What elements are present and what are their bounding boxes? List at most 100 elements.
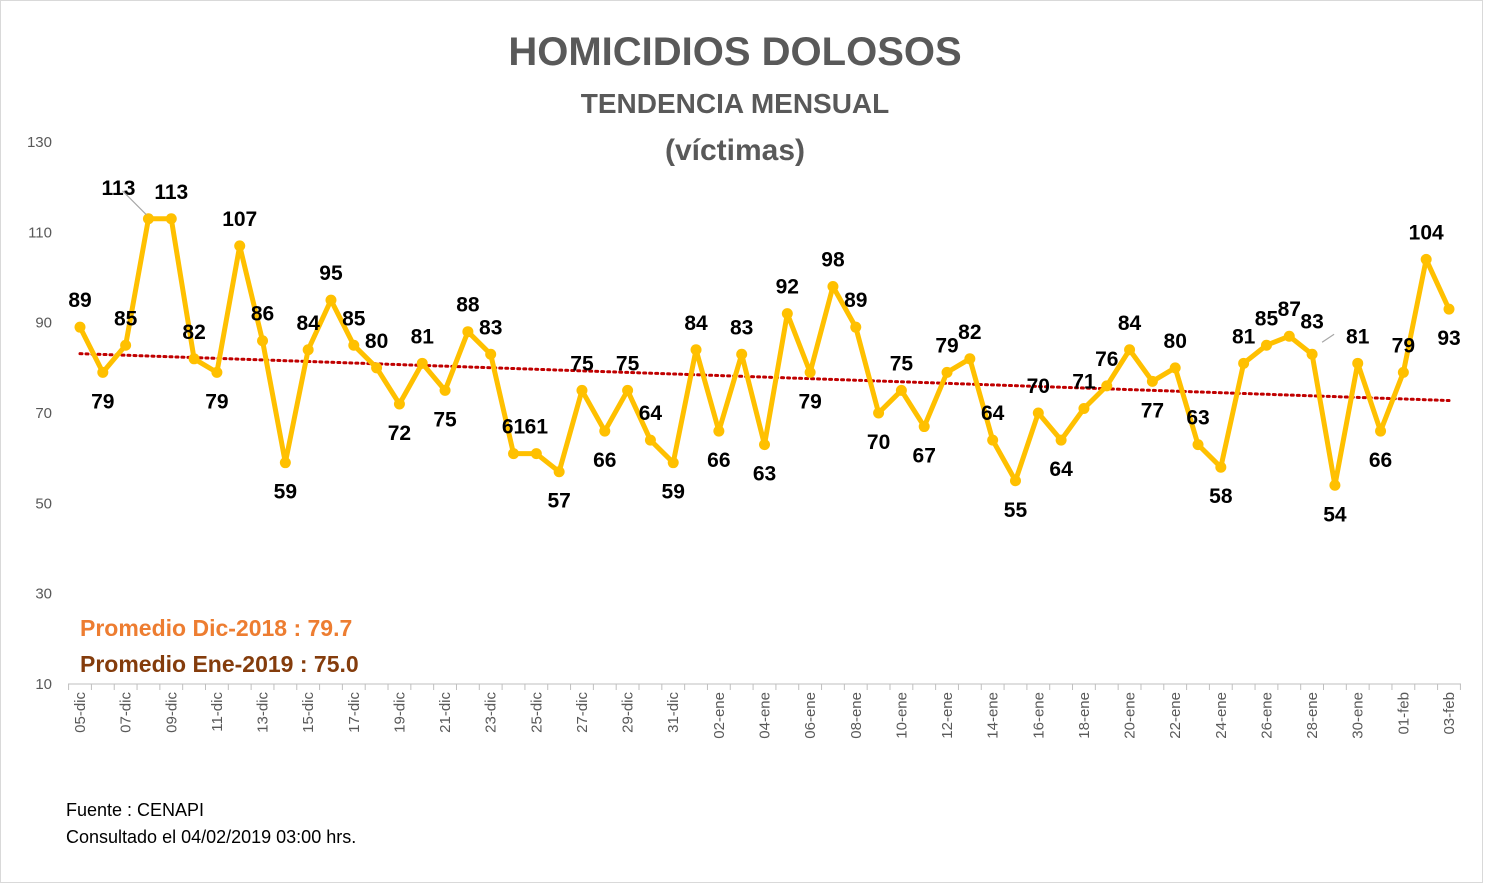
x-axis-labels: 05-dic 07-dic 09-dic 11-dic 13-dic 15-dic 17-d… bbox=[72, 692, 1458, 739]
leader-line bbox=[1321, 333, 1335, 343]
data-label: 79 bbox=[798, 390, 821, 413]
data-point bbox=[1192, 439, 1204, 451]
y-tick-label: 30 bbox=[35, 586, 52, 603]
x-tick-label: 16-ene bbox=[1030, 692, 1047, 739]
data-point bbox=[393, 398, 405, 410]
data-label: 72 bbox=[388, 422, 411, 445]
data-label: 58 bbox=[1209, 485, 1233, 508]
series-points bbox=[74, 213, 1455, 491]
data-point bbox=[1306, 348, 1318, 360]
data-point bbox=[941, 366, 953, 378]
data-point bbox=[1101, 380, 1113, 392]
data-label: 67 bbox=[913, 445, 936, 468]
x-tick-label: 02-ene bbox=[711, 692, 728, 739]
data-label: 64 bbox=[981, 402, 1005, 425]
data-point bbox=[1124, 344, 1136, 356]
data-label: 88 bbox=[456, 294, 480, 317]
data-point bbox=[1215, 461, 1227, 473]
data-point bbox=[918, 421, 930, 433]
data-label: 63 bbox=[1186, 407, 1209, 430]
chart-title: HOMICIDIOS DOLOSOS bbox=[508, 30, 962, 74]
data-label: 83 bbox=[479, 316, 502, 339]
data-point bbox=[1238, 357, 1250, 369]
data-point bbox=[1283, 330, 1295, 342]
data-point bbox=[279, 457, 291, 469]
data-point bbox=[1169, 362, 1181, 374]
data-point bbox=[325, 294, 337, 306]
data-label: 54 bbox=[1323, 503, 1347, 526]
data-label: 113 bbox=[102, 177, 136, 200]
data-point bbox=[211, 366, 223, 378]
y-tick-label: 10 bbox=[35, 676, 52, 693]
x-tick-label: 20-ene bbox=[1122, 692, 1139, 739]
x-tick-label: 25-dic bbox=[528, 692, 545, 733]
data-point bbox=[622, 384, 634, 396]
data-point bbox=[667, 457, 679, 469]
x-tick-label: 07-dic bbox=[118, 692, 135, 733]
data-point bbox=[530, 448, 542, 460]
data-point bbox=[644, 434, 656, 446]
x-tick-label: 13-dic bbox=[255, 692, 272, 733]
data-label: 92 bbox=[776, 276, 799, 299]
y-tick-label: 70 bbox=[35, 405, 52, 422]
leader-lines bbox=[122, 190, 1335, 343]
x-tick-label: 22-ene bbox=[1167, 692, 1184, 739]
x-tick-label: 29-dic bbox=[620, 692, 637, 733]
data-label: 83 bbox=[1300, 310, 1323, 333]
chart-subtitle-units: (víctimas) bbox=[664, 134, 806, 167]
y-tick-label: 90 bbox=[35, 315, 52, 332]
data-point bbox=[690, 344, 702, 356]
data-point bbox=[759, 439, 770, 451]
x-tick-label: 17-dic bbox=[346, 692, 363, 733]
data-label: 79 bbox=[205, 390, 228, 413]
data-label: 85 bbox=[114, 307, 138, 330]
data-label: 82 bbox=[182, 321, 205, 344]
consulted-line: Consultado el 04/02/2019 03:00 hrs. bbox=[66, 827, 357, 847]
data-label: 86 bbox=[251, 303, 274, 326]
data-label: 81 bbox=[1232, 325, 1256, 348]
data-label: 66 bbox=[1369, 449, 1392, 472]
x-tick-label: 10-ene bbox=[893, 692, 910, 739]
data-point bbox=[850, 321, 862, 333]
data-label: 104 bbox=[1409, 221, 1444, 244]
data-label: 80 bbox=[365, 330, 388, 353]
data-point bbox=[1055, 434, 1067, 446]
data-label: 75 bbox=[570, 352, 594, 375]
data-label: 89 bbox=[844, 289, 867, 312]
x-tick-label: 06-ene bbox=[802, 692, 819, 739]
x-tick-label: 18-ene bbox=[1076, 692, 1093, 739]
data-label: 71 bbox=[1072, 370, 1096, 393]
data-label: 64 bbox=[639, 402, 663, 425]
y-tick-label: 130 bbox=[27, 134, 52, 151]
data-label: 98 bbox=[821, 249, 845, 272]
data-point bbox=[439, 384, 451, 396]
data-label: 89 bbox=[68, 289, 91, 312]
data-label: 83 bbox=[730, 316, 753, 339]
data-label: 79 bbox=[935, 334, 958, 357]
data-point bbox=[120, 339, 132, 351]
data-point bbox=[553, 466, 565, 478]
data-point bbox=[302, 344, 314, 356]
data-point bbox=[1397, 366, 1409, 378]
y-axis-labels: 10 30 50 70 90 110 130 bbox=[27, 134, 52, 693]
data-label: 66 bbox=[707, 449, 730, 472]
data-label: 75 bbox=[433, 408, 457, 431]
source-line: Fuente : CENAPI bbox=[66, 800, 205, 820]
data-point bbox=[234, 240, 246, 252]
data-label: 61 bbox=[502, 416, 526, 439]
data-point bbox=[416, 357, 428, 369]
data-point bbox=[964, 353, 976, 365]
x-tick-label: 27-dic bbox=[574, 692, 591, 733]
data-point bbox=[1032, 407, 1044, 419]
x-tick-label: 23-dic bbox=[483, 692, 500, 733]
x-axis-ticks bbox=[68, 684, 1461, 690]
data-label: 76 bbox=[1095, 348, 1118, 371]
x-tick-label: 15-dic bbox=[300, 692, 317, 733]
x-tick-label: 19-dic bbox=[391, 692, 408, 733]
data-point bbox=[371, 362, 383, 374]
data-label: 79 bbox=[91, 390, 114, 413]
data-label: 63 bbox=[753, 463, 776, 486]
data-label: 87 bbox=[1278, 298, 1301, 321]
average-dec-note: Promedio Dic-2018 : 79.7 bbox=[80, 615, 353, 641]
